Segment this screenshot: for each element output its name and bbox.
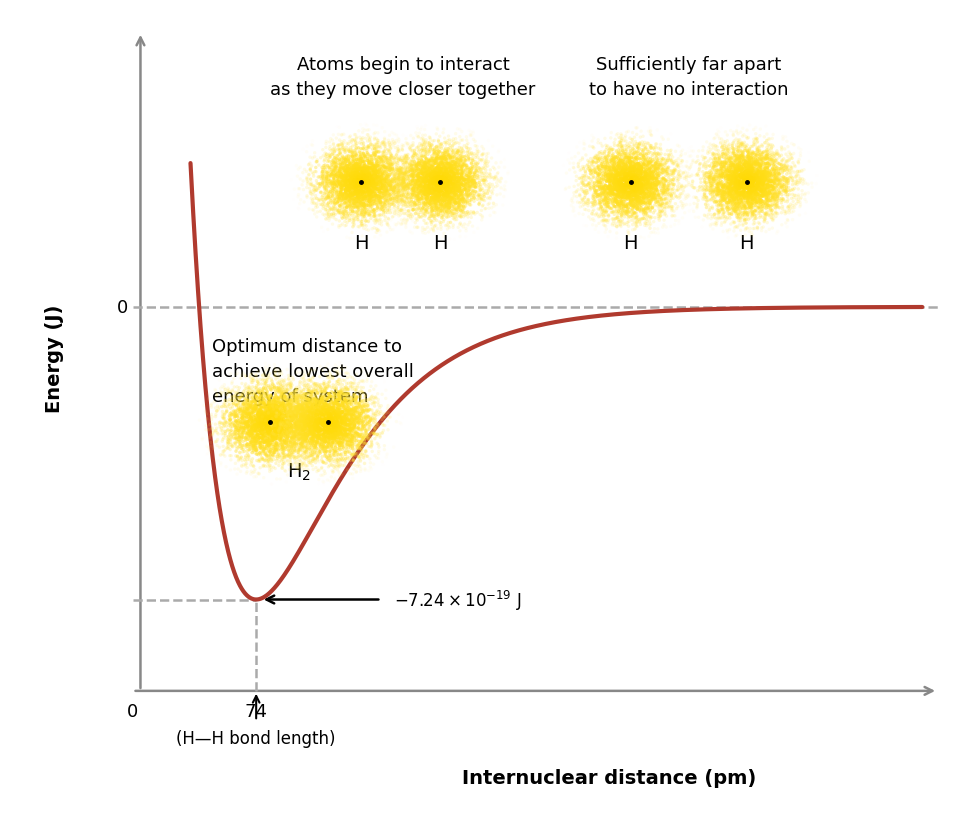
Text: 0: 0 (117, 299, 128, 317)
Text: H$_2$: H$_2$ (288, 461, 311, 482)
Text: 0: 0 (127, 702, 138, 720)
Text: H: H (624, 234, 638, 253)
Text: Optimum distance to
achieve lowest overall
energy of system: Optimum distance to achieve lowest overa… (213, 337, 414, 405)
Text: 74: 74 (245, 702, 268, 720)
Text: Energy (J): Energy (J) (45, 304, 64, 412)
Text: $-7.24\times10^{-19}$ J: $-7.24\times10^{-19}$ J (394, 588, 521, 612)
Text: Atoms begin to interact
as they move closer together: Atoms begin to interact as they move clo… (270, 55, 535, 98)
Text: H: H (354, 234, 369, 253)
Text: (H—H bond length): (H—H bond length) (176, 729, 336, 748)
Text: Internuclear distance (pm): Internuclear distance (pm) (462, 767, 757, 786)
Text: H: H (433, 234, 448, 253)
Text: Sufficiently far apart
to have no interaction: Sufficiently far apart to have no intera… (589, 55, 789, 98)
Text: H: H (740, 234, 754, 253)
